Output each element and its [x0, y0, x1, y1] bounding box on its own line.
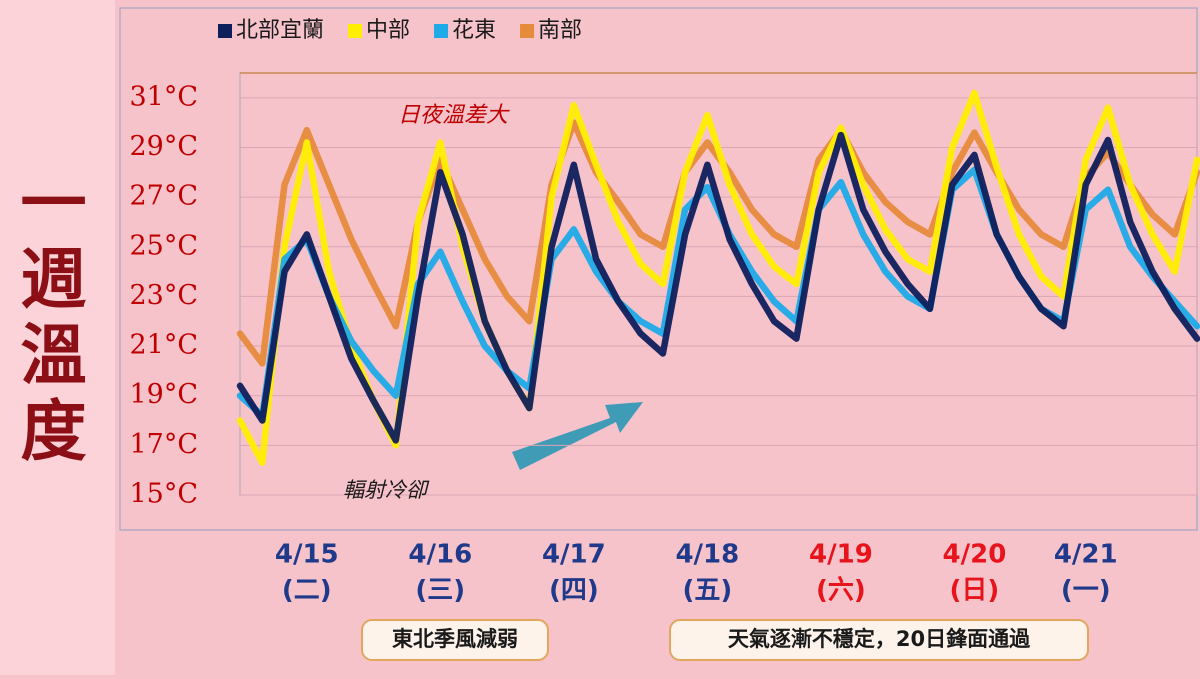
annotation: 日夜溫差大 [398, 103, 510, 128]
legend-label: 南部 [538, 18, 582, 43]
y-tick-label: 29°C [129, 131, 198, 162]
legend-swatch [520, 24, 535, 38]
x-tick-sublabel: (日) [950, 576, 1000, 606]
y-tick-label: 31°C [129, 81, 198, 112]
y-tick-label: 21°C [129, 330, 198, 361]
y-tick-label: 27°C [129, 181, 198, 212]
note-text: 天氣逐漸不穩定，20日鋒面通過 [728, 627, 1031, 651]
chart-title: 一週溫度 [10, 168, 87, 472]
trend-arrow [512, 402, 643, 470]
series-line [236, 89, 1200, 466]
x-tick-sublabel: (一) [1061, 576, 1111, 606]
y-tick-label: 19°C [129, 379, 198, 410]
legend-swatch [218, 24, 232, 38]
x-tick-sublabel: (四) [549, 576, 599, 606]
legend-label: 中部 [366, 18, 410, 43]
y-tick-label: 17°C [129, 429, 198, 460]
x-tick-label: 4/16 [408, 540, 472, 570]
legend-label: 花東 [452, 18, 496, 43]
x-tick-label: 4/15 [275, 540, 339, 570]
note-box [361, 619, 549, 661]
x-tick-sublabel: (五) [682, 576, 732, 606]
x-tick-sublabel: (三) [415, 576, 465, 606]
x-tick-label: 4/18 [675, 540, 739, 570]
x-tick-label: 4/17 [542, 540, 606, 570]
x-tick-sublabel: (二) [282, 576, 332, 606]
note-box [669, 619, 1089, 661]
legend-swatch [348, 24, 363, 38]
x-tick-label: 4/21 [1054, 540, 1118, 570]
series-line [236, 131, 1200, 444]
x-tick-label: 4/20 [943, 540, 1007, 570]
chart-title: 一週溫度 [10, 168, 87, 472]
y-tick-label: 15°C [129, 479, 198, 510]
annotation: 輻射冷卻 [343, 478, 430, 502]
legend-label: 北部宜蘭 [236, 18, 324, 43]
x-tick-sublabel: (六) [816, 576, 866, 606]
y-tick-label: 25°C [129, 230, 198, 261]
side-panel [0, 0, 115, 675]
legend-swatch [434, 24, 449, 38]
y-tick-label: 23°C [129, 280, 198, 311]
note-text: 東北季風減弱 [392, 627, 518, 651]
x-tick-label: 4/19 [809, 540, 873, 570]
